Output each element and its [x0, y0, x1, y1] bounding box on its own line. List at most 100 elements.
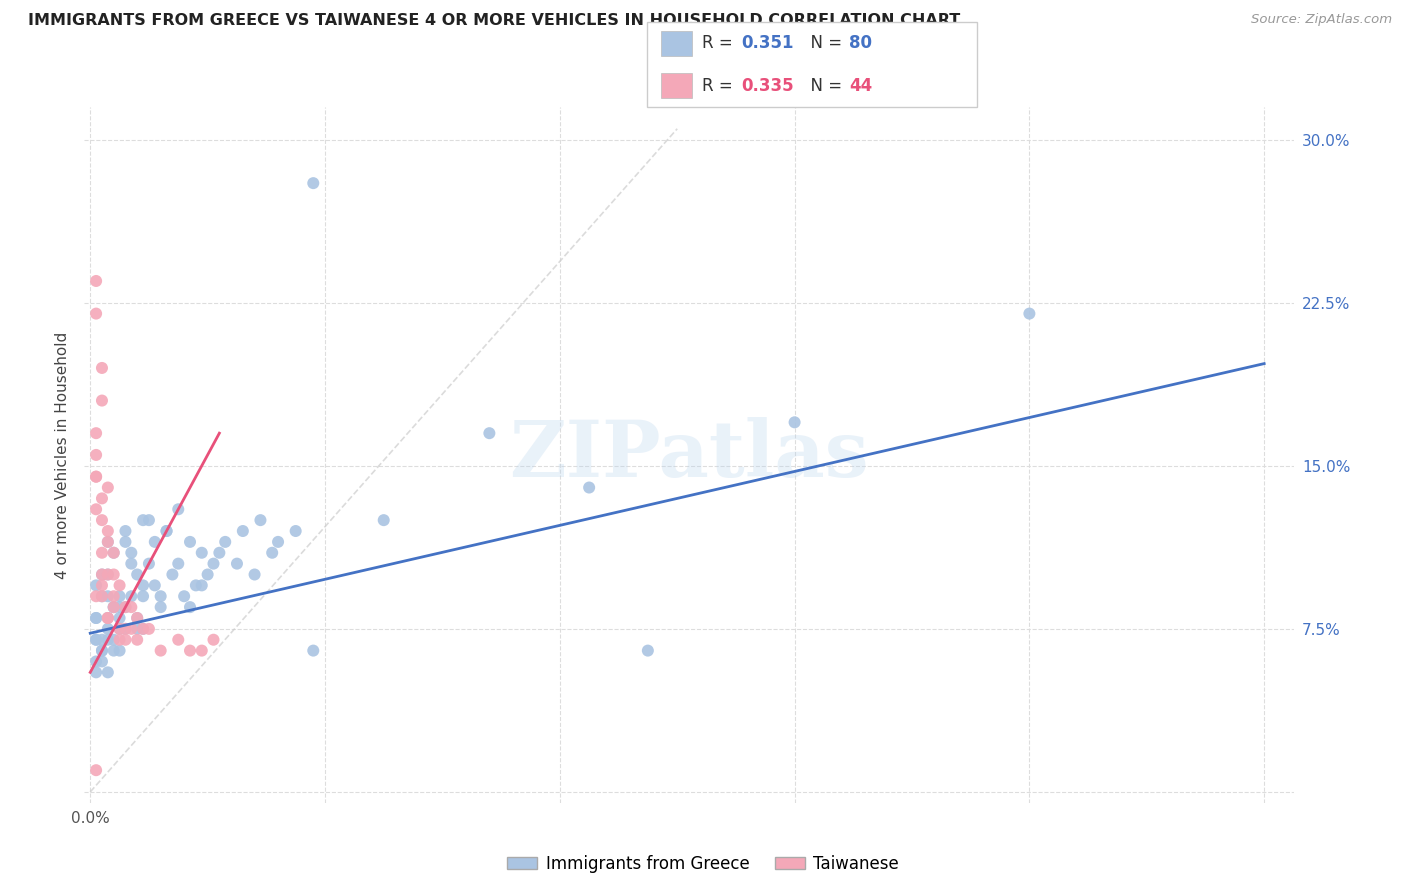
Point: [103, 567, 125, 582]
Point: [302, 643, 325, 657]
Legend: Immigrants from Greece, Taiwanese: Immigrants from Greece, Taiwanese: [501, 848, 905, 880]
Point: [84, 502, 107, 516]
Point: [478, 426, 501, 441]
Point: [103, 600, 125, 615]
Point: [103, 546, 125, 560]
Point: [120, 600, 142, 615]
Point: [184, 578, 207, 592]
Point: [149, 589, 172, 603]
Point: [202, 632, 225, 647]
Point: [179, 534, 201, 549]
Point: [167, 502, 190, 516]
Point: [132, 622, 155, 636]
Point: [167, 557, 190, 571]
Point: [120, 589, 142, 603]
Point: [127, 611, 149, 625]
Point: [84, 274, 107, 288]
Point: [173, 589, 195, 603]
Point: [162, 567, 184, 582]
Point: [91, 632, 114, 647]
Point: [91, 643, 114, 657]
Text: IMMIGRANTS FROM GREECE VS TAIWANESE 4 OR MORE VEHICLES IN HOUSEHOLD CORRELATION : IMMIGRANTS FROM GREECE VS TAIWANESE 4 OR…: [28, 13, 960, 29]
Point: [84, 763, 107, 777]
Point: [1018, 307, 1040, 321]
Point: [127, 632, 149, 647]
Point: [97, 611, 120, 625]
Point: [91, 589, 114, 603]
Point: [91, 393, 114, 408]
Point: [190, 578, 212, 592]
Text: N =: N =: [800, 35, 848, 53]
Point: [149, 600, 172, 615]
Point: [84, 632, 107, 647]
Point: [108, 643, 131, 657]
Point: [262, 546, 284, 560]
Point: [97, 567, 120, 582]
Point: [84, 448, 107, 462]
Point: [226, 557, 249, 571]
Point: [84, 589, 107, 603]
Point: [208, 546, 231, 560]
Point: [108, 622, 131, 636]
Point: [197, 567, 219, 582]
Point: [97, 534, 120, 549]
Point: [108, 632, 131, 647]
Point: [84, 307, 107, 321]
Point: [91, 491, 114, 506]
Point: [127, 611, 149, 625]
Text: ZIPatlas: ZIPatlas: [509, 417, 869, 493]
Point: [97, 665, 120, 680]
Point: [302, 176, 325, 190]
Point: [84, 469, 107, 483]
Point: [84, 469, 107, 483]
Point: [132, 622, 155, 636]
Point: [155, 524, 177, 538]
Text: R =: R =: [702, 35, 738, 53]
Point: [243, 567, 266, 582]
Point: [149, 643, 172, 657]
Point: [138, 622, 160, 636]
Point: [97, 524, 120, 538]
Point: [114, 622, 136, 636]
Point: [143, 534, 166, 549]
Point: [97, 567, 120, 582]
Point: [108, 600, 131, 615]
Point: [84, 611, 107, 625]
Point: [120, 546, 142, 560]
Point: [91, 578, 114, 592]
Point: [97, 611, 120, 625]
Point: [84, 632, 107, 647]
Point: [114, 622, 136, 636]
Text: 80: 80: [849, 35, 872, 53]
Point: [103, 546, 125, 560]
Point: [167, 632, 190, 647]
Point: [120, 557, 142, 571]
Point: [84, 426, 107, 441]
Point: [578, 481, 600, 495]
Text: 0.335: 0.335: [741, 77, 793, 95]
Text: N =: N =: [800, 77, 848, 95]
Point: [84, 611, 107, 625]
Point: [138, 513, 160, 527]
Point: [132, 513, 155, 527]
Point: [108, 622, 131, 636]
Point: [179, 600, 201, 615]
Point: [637, 643, 659, 657]
Point: [97, 632, 120, 647]
Point: [97, 481, 120, 495]
Point: [91, 567, 114, 582]
Point: [103, 589, 125, 603]
Point: [190, 643, 212, 657]
Point: [132, 589, 155, 603]
Point: [114, 524, 136, 538]
Point: [91, 655, 114, 669]
Point: [91, 361, 114, 376]
Point: [108, 611, 131, 625]
Point: [84, 665, 107, 680]
Point: [103, 600, 125, 615]
Point: [84, 655, 107, 669]
Point: [97, 622, 120, 636]
Point: [114, 600, 136, 615]
Point: [143, 578, 166, 592]
Text: 44: 44: [849, 77, 873, 95]
